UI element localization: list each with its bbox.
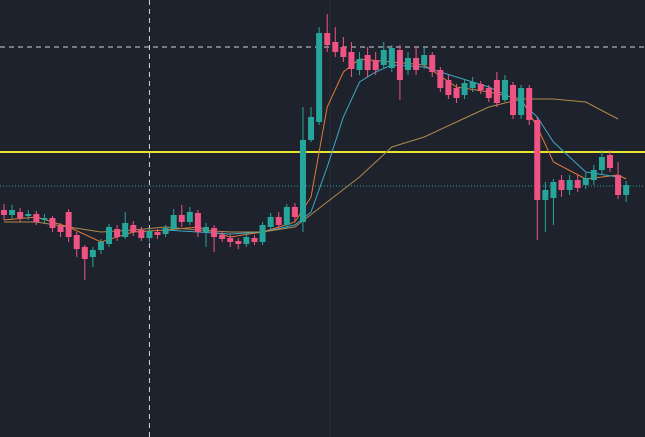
candle-body — [97, 242, 104, 250]
candle-body — [485, 88, 492, 98]
candle-body — [623, 185, 630, 195]
candle-body — [405, 58, 411, 70]
candle-body — [186, 212, 193, 222]
candle-body — [299, 140, 306, 222]
candle-body — [81, 247, 88, 259]
candle-body — [332, 42, 339, 52]
candle-body — [235, 241, 242, 244]
candle-body — [251, 238, 258, 242]
candle-body — [469, 82, 476, 88]
candle-body — [89, 250, 96, 257]
candle-body — [122, 223, 129, 237]
candle-body — [364, 55, 371, 70]
candle-body — [380, 50, 387, 65]
candle-body — [25, 214, 32, 216]
candle-body — [615, 175, 622, 195]
candle-body — [243, 237, 250, 244]
candle-body — [106, 227, 113, 244]
candle-body — [17, 212, 24, 218]
candle-body — [170, 215, 177, 229]
candle-body — [33, 214, 40, 222]
candle-body — [453, 88, 460, 98]
candle-body — [534, 120, 541, 200]
candle-body — [421, 55, 428, 65]
candle-body — [203, 227, 209, 232]
candle-body — [574, 180, 581, 188]
candle-body — [324, 33, 331, 45]
candle-body — [211, 228, 218, 237]
candle-body — [340, 47, 347, 57]
candle-body — [267, 217, 274, 227]
candle-body — [550, 182, 557, 198]
candle-body — [291, 207, 298, 217]
candle-body — [388, 48, 395, 68]
candle-body — [73, 235, 80, 249]
candle-body — [582, 178, 589, 185]
candle-body — [308, 117, 315, 140]
candle-body — [9, 210, 16, 215]
candle-body — [114, 229, 121, 237]
candle-body — [283, 207, 290, 225]
candle-body — [227, 238, 234, 242]
candle-body — [49, 218, 56, 228]
candle-body — [461, 83, 468, 95]
candle-body — [57, 226, 64, 232]
candle-body — [130, 225, 137, 232]
candle-body — [445, 80, 452, 95]
candle-body — [372, 60, 379, 70]
candle-body — [437, 70, 444, 88]
candle-body — [138, 230, 145, 238]
candle-body — [65, 212, 72, 237]
candle-body — [518, 88, 525, 115]
candle-body — [598, 157, 605, 170]
candle-body — [219, 235, 226, 239]
candle-body — [477, 84, 484, 90]
candle-body — [429, 55, 436, 72]
candle-body — [146, 231, 153, 238]
candle-body — [178, 215, 185, 222]
candle-body — [493, 80, 500, 103]
candle-body — [154, 232, 161, 235]
candle-body — [607, 155, 613, 168]
candle-body — [566, 180, 573, 190]
candle-body — [259, 225, 266, 242]
candle-body — [194, 213, 201, 232]
candle-body — [526, 88, 533, 120]
candle-body — [542, 190, 549, 200]
candle-body — [510, 85, 517, 115]
candle-body — [558, 180, 565, 190]
candle-body — [1, 210, 7, 215]
candle-body — [316, 33, 323, 122]
candle-body — [275, 217, 282, 225]
candle-body — [162, 228, 169, 234]
candle-body — [348, 52, 355, 69]
candle-body — [413, 58, 420, 70]
candle-body — [356, 59, 363, 70]
candle-body — [501, 80, 508, 100]
candle-body — [590, 170, 597, 180]
candle-body — [41, 218, 48, 220]
candle-body — [396, 50, 403, 80]
